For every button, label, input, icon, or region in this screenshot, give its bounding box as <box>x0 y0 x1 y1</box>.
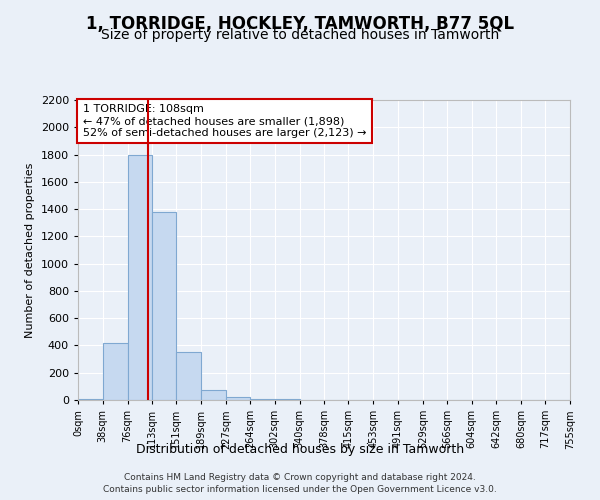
Bar <box>152 212 176 400</box>
Text: Contains HM Land Registry data © Crown copyright and database right 2024.: Contains HM Land Registry data © Crown c… <box>124 472 476 482</box>
Bar <box>103 342 128 400</box>
Bar <box>176 352 201 400</box>
Bar <box>78 398 103 400</box>
Text: Distribution of detached houses by size in Tamworth: Distribution of detached houses by size … <box>136 442 464 456</box>
Y-axis label: Number of detached properties: Number of detached properties <box>25 162 35 338</box>
Text: Size of property relative to detached houses in Tamworth: Size of property relative to detached ho… <box>101 28 499 42</box>
Text: Contains public sector information licensed under the Open Government Licence v3: Contains public sector information licen… <box>103 485 497 494</box>
Bar <box>226 396 250 400</box>
Bar <box>128 154 152 400</box>
Bar <box>250 398 275 400</box>
Bar <box>201 390 226 400</box>
Text: 1 TORRIDGE: 108sqm
← 47% of detached houses are smaller (1,898)
52% of semi-deta: 1 TORRIDGE: 108sqm ← 47% of detached hou… <box>83 104 367 138</box>
Text: 1, TORRIDGE, HOCKLEY, TAMWORTH, B77 5QL: 1, TORRIDGE, HOCKLEY, TAMWORTH, B77 5QL <box>86 15 514 33</box>
